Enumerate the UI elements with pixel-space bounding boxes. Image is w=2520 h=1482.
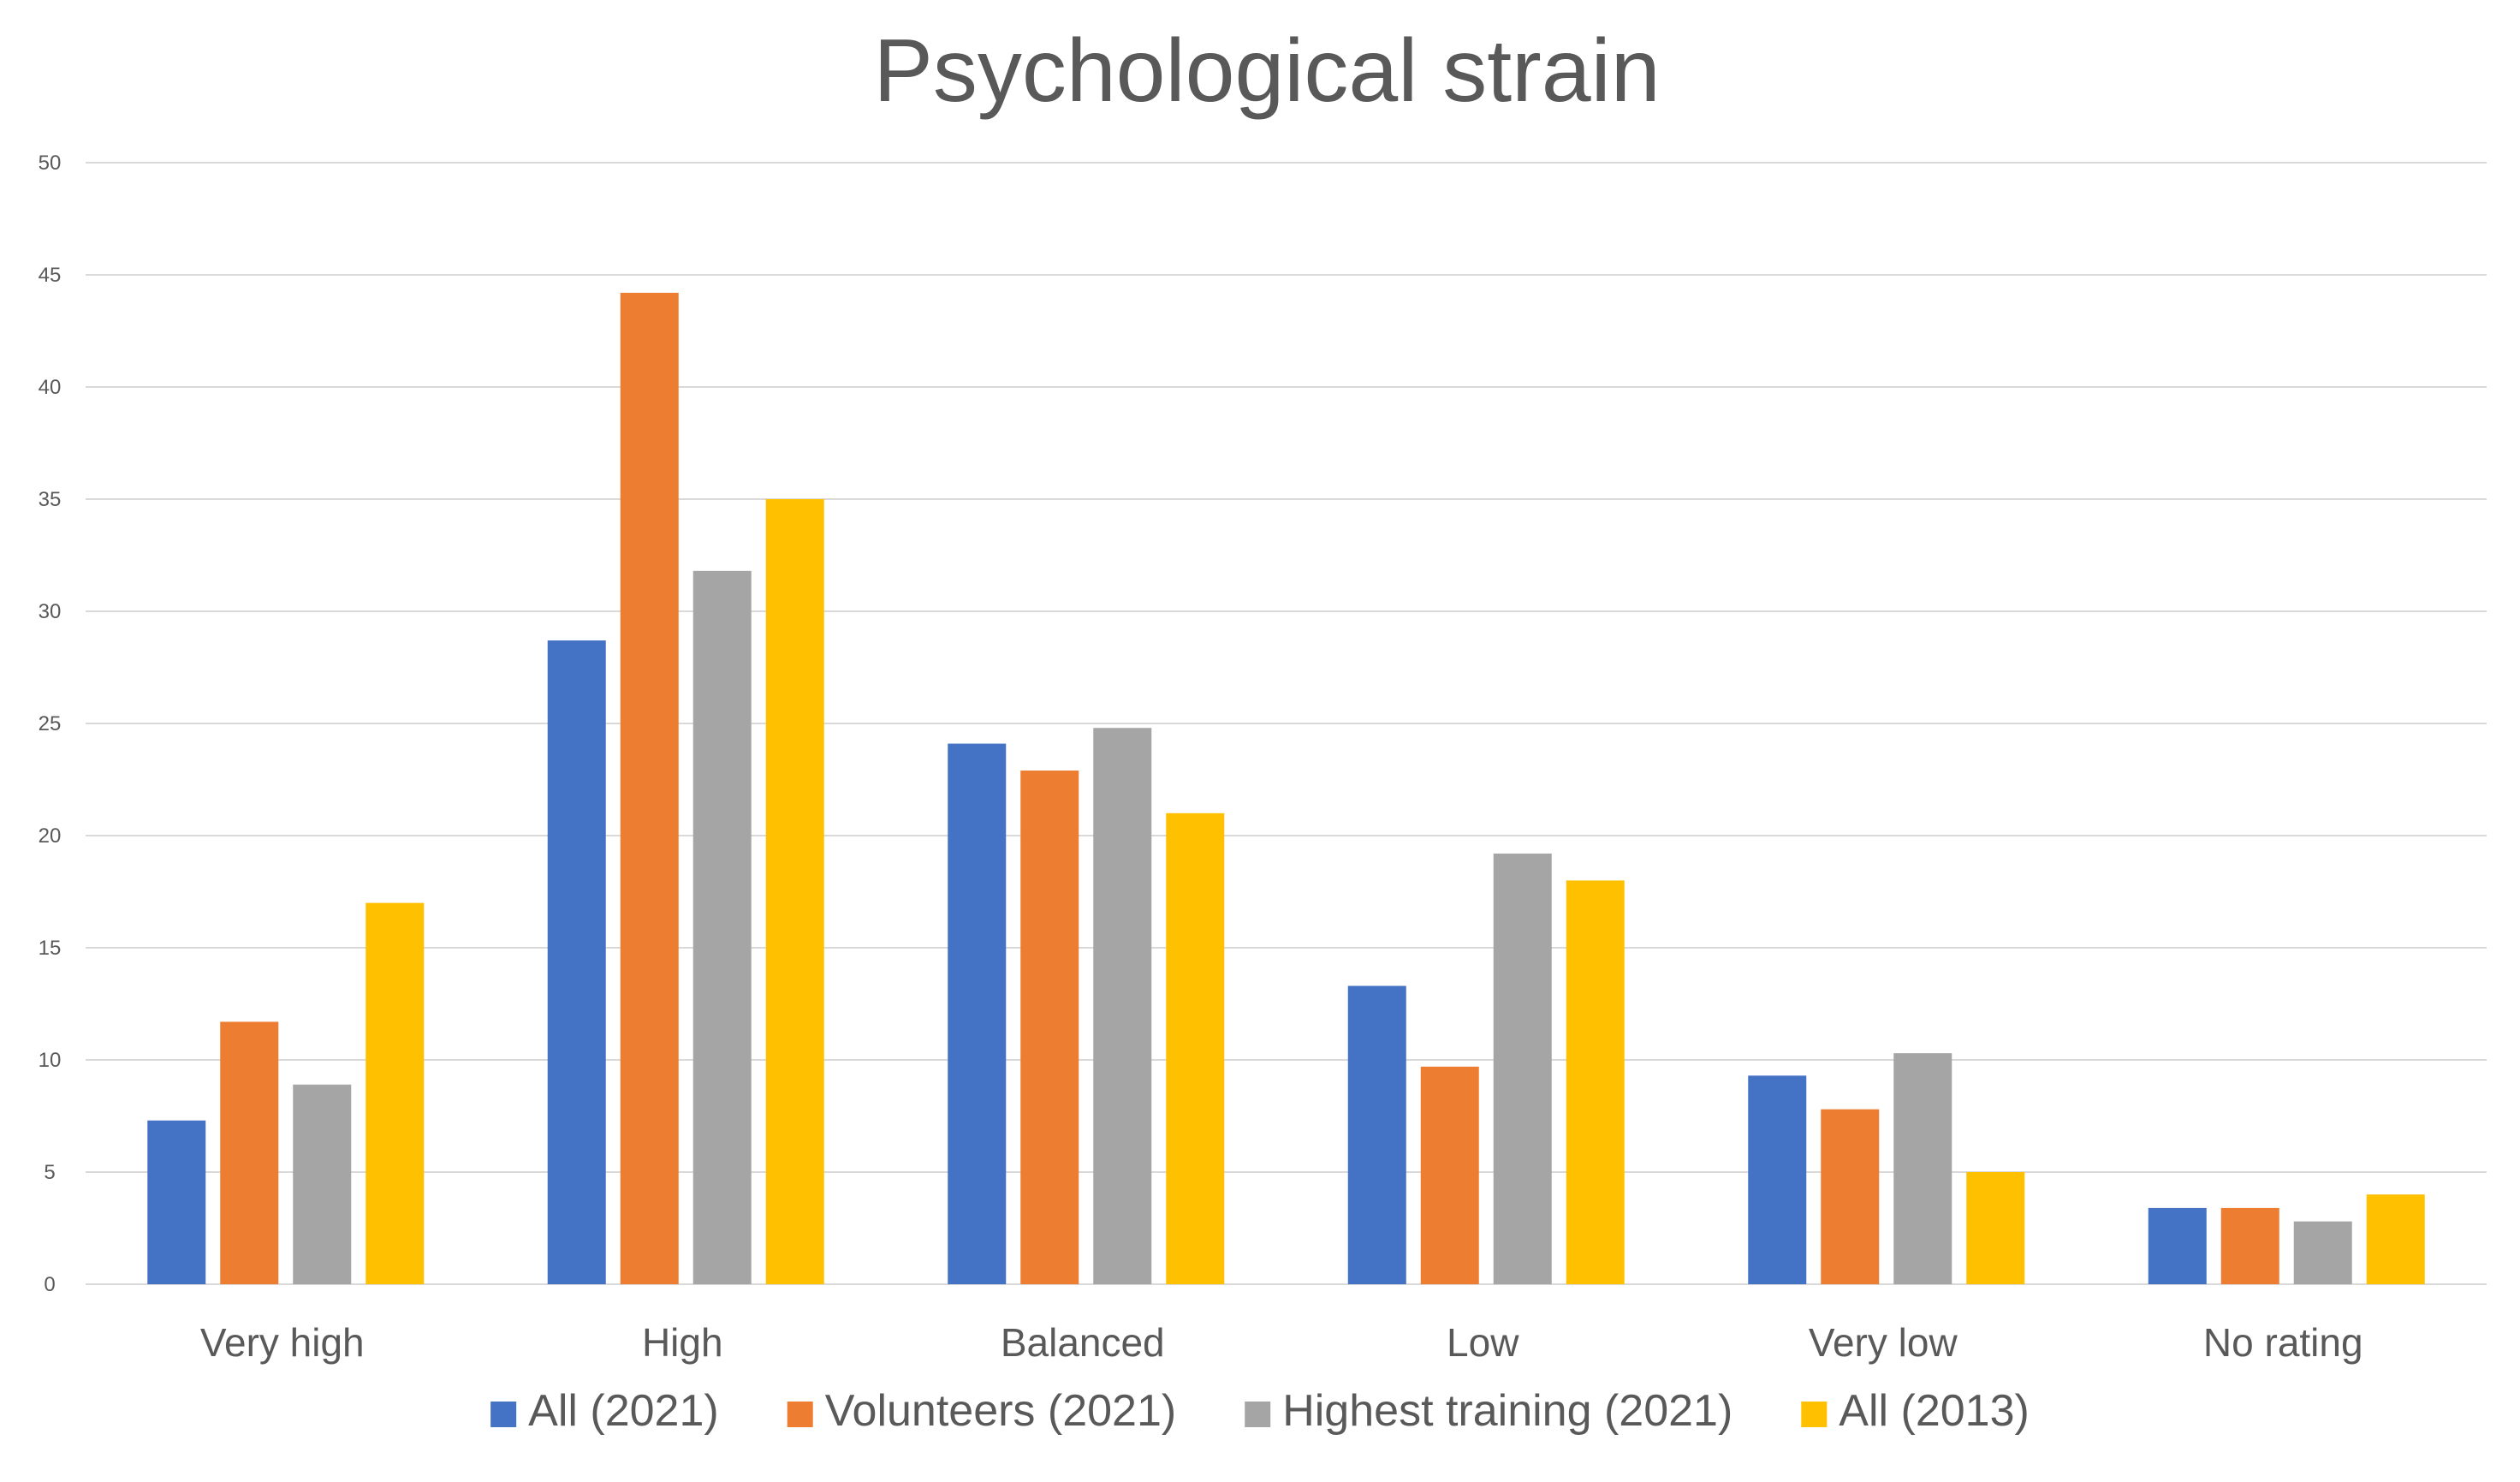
- bar: [1093, 728, 1152, 1284]
- y-tick-label: 20: [39, 824, 62, 848]
- y-tick-label: 45: [39, 264, 62, 287]
- bar: [948, 743, 1007, 1284]
- bar: [1420, 1066, 1479, 1284]
- bar: [1347, 985, 1406, 1284]
- bar: [2148, 1207, 2207, 1284]
- legend-label: All (2021): [528, 1386, 719, 1436]
- x-tick-label: High: [642, 1320, 723, 1365]
- bar: [1166, 812, 1225, 1284]
- bar: [1566, 880, 1625, 1284]
- bar-series: [147, 292, 2425, 1285]
- bar: [2366, 1194, 2425, 1284]
- series-3: [293, 570, 2352, 1284]
- series-4: [366, 499, 2425, 1284]
- bar: [2220, 1207, 2279, 1284]
- bar: [1020, 771, 1079, 1284]
- bar: [2293, 1221, 2352, 1284]
- bar: [547, 640, 606, 1284]
- series-1: [147, 640, 2207, 1284]
- bar: [1966, 1172, 2025, 1284]
- bar: [147, 1120, 206, 1284]
- legend-label: Volunteers (2021): [825, 1386, 1177, 1436]
- y-tick-label: 35: [39, 488, 62, 511]
- y-tick-label: 30: [39, 600, 62, 623]
- legend-item: All (2013): [1801, 1386, 2030, 1436]
- bar: [620, 292, 679, 1285]
- legend-swatch: [1801, 1402, 1828, 1427]
- y-tick-label: 5: [44, 1161, 55, 1184]
- chart-title: Psychological strain: [873, 21, 1660, 121]
- legend-label: All (2013): [1839, 1386, 2030, 1436]
- legend-item: Volunteers (2021): [787, 1386, 1177, 1436]
- x-tick-label: Low: [1447, 1320, 1519, 1365]
- x-tick-label: Balanced: [1001, 1320, 1165, 1365]
- bar: [1893, 1053, 1952, 1284]
- y-tick-label: 50: [39, 152, 62, 175]
- y-tick-label: 40: [39, 376, 62, 399]
- bar: [1821, 1109, 1880, 1284]
- y-tick-label: 10: [39, 1049, 62, 1072]
- y-tick-label: 15: [39, 937, 62, 960]
- legend-label: Highest training (2021): [1282, 1386, 1732, 1436]
- legend: All (2021) Volunteers (2021) Highest train…: [490, 1386, 2030, 1436]
- bar: [1493, 853, 1552, 1284]
- legend-swatch: [787, 1402, 813, 1427]
- legend-item: All (2021): [490, 1386, 719, 1436]
- legend-swatch: [1245, 1402, 1271, 1427]
- x-axis-ticks: Very high High Balanced Low Very low No ratin…: [200, 1320, 2363, 1365]
- legend-swatch: [490, 1402, 517, 1427]
- bar: [1748, 1075, 1807, 1284]
- gridlines: [86, 162, 2487, 1285]
- bar: [293, 1084, 352, 1284]
- bar: [765, 499, 824, 1284]
- x-tick-label: No rating: [2203, 1320, 2363, 1365]
- y-tick-label: 25: [39, 712, 62, 735]
- bar: [692, 570, 752, 1284]
- x-tick-label: Very low: [1809, 1320, 1958, 1365]
- x-tick-label: Very high: [200, 1320, 365, 1365]
- bar: [366, 902, 425, 1284]
- y-tick-label: 0: [44, 1273, 55, 1296]
- legend-item: Highest training (2021): [1245, 1386, 1732, 1436]
- series-2: [220, 292, 2279, 1285]
- y-axis-ticks: 0 5 10 15 20 25 30 35 40 45 50: [39, 152, 62, 1296]
- bar: [220, 1021, 279, 1284]
